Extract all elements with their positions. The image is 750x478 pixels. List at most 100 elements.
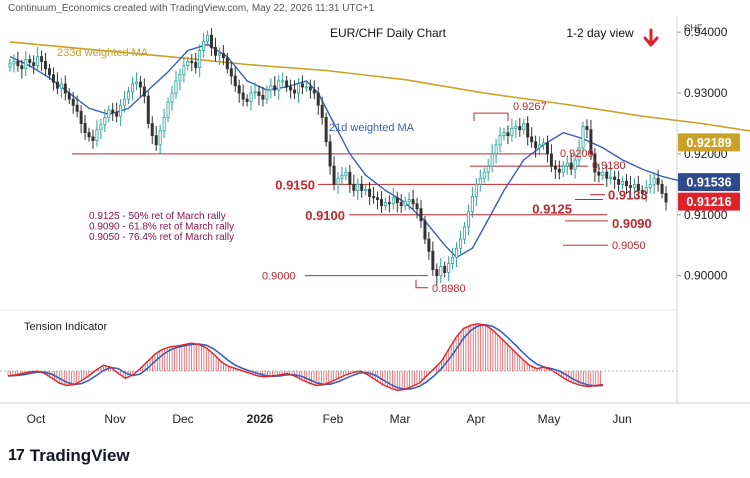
x-tick-label: Mar xyxy=(390,412,411,426)
candle-body xyxy=(569,162,573,170)
candle-body xyxy=(257,91,261,96)
candle-body xyxy=(589,129,593,155)
retracement-note: 0.9090 - 61.8% ret of March rally xyxy=(89,222,234,233)
candle-body xyxy=(324,117,328,143)
candle-body xyxy=(16,61,20,67)
candle-body xyxy=(585,126,589,130)
footer-brand[interactable]: 17 TradingView xyxy=(8,446,130,466)
indicator-title: Tension Indicator xyxy=(24,321,107,333)
level-line-8980 xyxy=(415,279,428,289)
candle-body xyxy=(75,104,79,112)
y-tick-label: 0.94000 xyxy=(684,25,728,39)
candle-body xyxy=(395,197,399,203)
candle-body xyxy=(538,144,542,149)
candle-body xyxy=(514,126,518,129)
candle-body xyxy=(478,177,482,185)
level-label-8980: 0.8980 xyxy=(432,283,466,295)
candle-body xyxy=(542,142,546,146)
candle-body xyxy=(158,130,162,146)
candle-body xyxy=(237,85,241,94)
candle-body xyxy=(486,165,490,173)
candle-body xyxy=(293,89,297,94)
candle-body xyxy=(597,171,601,176)
chart-title: EUR/CHF Daily Chart xyxy=(330,26,447,40)
candle-body xyxy=(534,141,538,149)
candle-body xyxy=(360,183,364,191)
candle-body xyxy=(281,80,285,83)
candle-body xyxy=(352,183,356,191)
candle-body xyxy=(431,250,435,270)
candle-body xyxy=(130,83,134,93)
candle-body xyxy=(24,59,28,70)
candle-body xyxy=(221,53,225,59)
level-label-9267: 0.9267 xyxy=(513,101,547,113)
candle-body xyxy=(170,92,174,103)
candle-body xyxy=(482,171,486,179)
x-tick-label: Apr xyxy=(467,412,486,426)
price-badge xyxy=(678,173,740,192)
candle-body xyxy=(466,211,470,228)
y-tick-label: 0.90000 xyxy=(684,269,728,283)
candle-body xyxy=(561,165,565,173)
level-label-9180: 0.9180 xyxy=(592,160,626,172)
candle-body xyxy=(613,176,617,180)
candle-body xyxy=(47,68,51,76)
candle-body xyxy=(107,109,111,118)
candle-body xyxy=(553,165,557,170)
price-badge-label: 0.91216 xyxy=(686,195,731,209)
level-label-9133: 0.9133 xyxy=(608,188,648,203)
retracement-note: 0.9125 - 50% ret of March rally xyxy=(89,211,226,222)
candle-body xyxy=(502,132,506,137)
candle-body xyxy=(174,80,178,94)
x-tick-label: Feb xyxy=(323,412,344,426)
candle-body xyxy=(44,61,48,70)
candle-body xyxy=(103,117,107,126)
candle-body xyxy=(119,104,123,117)
candle-body xyxy=(625,180,629,186)
candle-body xyxy=(617,179,621,185)
candle-body xyxy=(518,126,522,130)
level-label-9100: 0.9100 xyxy=(305,208,345,223)
candle-body xyxy=(510,127,514,137)
candle-body xyxy=(67,92,71,100)
candle-body xyxy=(407,199,411,202)
candle-body xyxy=(95,129,99,141)
ma233-line xyxy=(9,41,750,132)
candle-body xyxy=(644,186,648,194)
candle-body xyxy=(565,162,569,167)
candle-body xyxy=(308,86,312,91)
candle-body xyxy=(210,34,214,48)
candle-body xyxy=(28,59,32,64)
candle-body xyxy=(376,197,380,200)
ma233-label: 233d weighted MA xyxy=(57,47,149,59)
price-badge-label: 0.91536 xyxy=(686,176,731,190)
candle-body xyxy=(387,202,391,205)
y-tick-label: 0.91000 xyxy=(684,208,728,222)
candle-body xyxy=(632,183,636,188)
candle-body xyxy=(601,171,605,176)
candle-body xyxy=(99,124,103,130)
candle-body xyxy=(32,62,36,67)
candle-body xyxy=(123,98,127,106)
candle-body xyxy=(194,62,198,68)
candle-body xyxy=(138,81,142,88)
x-tick-label: Dec xyxy=(172,412,193,426)
candle-body xyxy=(111,109,115,113)
down-arrow-icon xyxy=(643,28,659,47)
candle-body xyxy=(36,56,40,67)
candle-body xyxy=(332,165,336,185)
candle-body xyxy=(289,86,293,91)
candle-body xyxy=(83,123,87,134)
tradingview-logo-icon: 17 xyxy=(8,447,25,464)
candle-body xyxy=(660,183,664,194)
candle-body xyxy=(490,153,494,167)
candle-body xyxy=(206,34,210,42)
candle-body xyxy=(265,89,269,100)
retracement-note: 0.9050 - 76.4% ret of March rally xyxy=(89,232,234,243)
candle-body xyxy=(142,86,146,97)
candle-body xyxy=(573,159,577,170)
candle-body xyxy=(150,123,154,137)
candle-body xyxy=(470,196,474,213)
candle-body xyxy=(285,80,289,88)
candle-body xyxy=(241,92,245,100)
